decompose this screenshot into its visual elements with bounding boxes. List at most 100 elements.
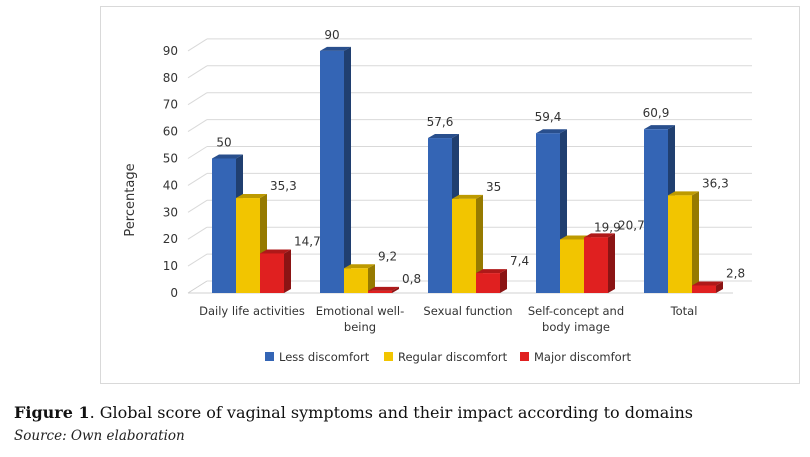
bar-top — [644, 125, 675, 130]
data-label: 36,3 — [702, 176, 729, 190]
y-tick-label: 0 — [170, 286, 178, 300]
legend-item: Major discomfort — [520, 350, 631, 364]
bar — [260, 249, 291, 293]
y-axis-title: Percentage — [123, 163, 138, 236]
gridline-diagonal — [187, 146, 208, 159]
bar-side — [692, 191, 699, 293]
y-tick-label: 80 — [163, 71, 178, 85]
bar-top — [536, 129, 567, 134]
bar-top — [236, 194, 267, 199]
data-label: 0,8 — [402, 272, 421, 286]
bar-front — [236, 198, 260, 293]
legend-swatch — [384, 352, 393, 361]
bar — [584, 233, 615, 293]
data-label: 35,3 — [270, 179, 297, 193]
caption-label: Figure 1 — [14, 403, 90, 422]
bar — [476, 269, 507, 293]
bar-front — [212, 158, 236, 293]
x-tick-label: Total — [670, 304, 698, 318]
caption-text: . Global score of vaginal symptoms and t… — [89, 403, 693, 422]
bar-front — [476, 273, 500, 293]
bar-front — [428, 138, 452, 293]
bar-front — [692, 285, 716, 293]
y-tick-label: 10 — [163, 259, 178, 273]
bar-front — [260, 253, 284, 293]
y-tick-label: 70 — [163, 98, 178, 112]
floor-edge — [187, 280, 208, 294]
bar-side — [476, 194, 483, 293]
x-tick-label: body image — [542, 320, 610, 334]
bar — [320, 46, 351, 294]
legend-swatch — [520, 352, 529, 361]
bar — [368, 286, 399, 293]
bar-front — [344, 268, 368, 293]
data-label: 60,9 — [643, 106, 670, 120]
bar-front — [320, 50, 344, 294]
bar-layer — [212, 46, 723, 294]
data-label: 90 — [324, 28, 339, 42]
bar-top — [428, 134, 459, 139]
bar-chart: 0 10 20 30 40 50 60 70 80 90 50 35,3 14,7 Daily life… — [123, 28, 752, 364]
bar-top — [368, 286, 399, 291]
legend-label: Regular discomfort — [398, 350, 508, 364]
gridline-diagonal — [187, 38, 208, 52]
bar-top — [260, 249, 291, 254]
y-tick-label: 50 — [163, 152, 178, 166]
x-tick-label: being — [344, 320, 376, 334]
y-tick-label: 20 — [163, 232, 178, 246]
bar-side — [392, 286, 399, 293]
gridline-diagonal — [187, 253, 208, 267]
data-label: 35 — [486, 180, 501, 194]
bar-top — [584, 233, 615, 238]
bar-side — [368, 264, 375, 293]
legend-item: Regular discomfort — [384, 350, 508, 364]
bar-front — [536, 133, 560, 293]
data-label: 20,7 — [618, 218, 645, 232]
source-note: Source: Own elaboration — [14, 428, 185, 444]
gridline-diagonal — [187, 172, 208, 186]
figure-caption: Figure 1. Global score of vaginal sympto… — [14, 403, 693, 422]
label-layer: 50 35,3 14,7 Daily life activities 90 9,2 0,8 E… — [199, 28, 745, 334]
data-label: 9,2 — [378, 249, 397, 263]
gridline-diagonal — [187, 92, 208, 106]
data-label: 19,9 — [594, 220, 621, 234]
legend-label: Major discomfort — [534, 350, 631, 364]
y-tick-label: 90 — [163, 44, 178, 58]
bar-front — [368, 290, 392, 293]
data-label: 14,7 — [294, 234, 321, 248]
bar — [692, 281, 723, 293]
bar-top — [476, 269, 507, 274]
gridline-diagonal — [187, 119, 208, 133]
bar-front — [452, 198, 476, 293]
legend-swatch — [265, 352, 274, 361]
gridline-diagonal — [187, 65, 208, 79]
bar-front — [668, 195, 692, 293]
x-tick-label: Daily life activities — [199, 304, 305, 318]
bar-side — [500, 269, 507, 293]
data-label: 59,4 — [535, 110, 562, 124]
data-label: 7,4 — [510, 254, 529, 268]
legend-item: Less discomfort — [265, 350, 370, 364]
x-tick-label: Emotional well- — [316, 304, 404, 318]
bar — [536, 129, 567, 293]
bar-side — [344, 46, 351, 294]
gridline-diagonal — [187, 199, 208, 213]
bar — [668, 191, 699, 293]
data-label: 2,8 — [726, 266, 745, 280]
bar-front — [584, 237, 608, 293]
y-tick-label: 60 — [163, 125, 178, 139]
bar-front — [560, 239, 584, 293]
bar-top — [668, 191, 699, 196]
bar-top — [212, 154, 243, 159]
x-tick-label: Sexual function — [423, 304, 512, 318]
bar-top — [560, 235, 591, 240]
gridline-diagonal — [187, 226, 208, 240]
legend-label: Less discomfort — [279, 350, 370, 364]
legend: Less discomfort Regular discomfort Major d… — [265, 350, 631, 364]
bar-side — [716, 281, 723, 293]
bar-top — [344, 264, 375, 269]
bar-side — [284, 249, 291, 293]
bar — [452, 194, 483, 293]
bar — [344, 264, 375, 293]
data-label: 50 — [216, 136, 231, 150]
